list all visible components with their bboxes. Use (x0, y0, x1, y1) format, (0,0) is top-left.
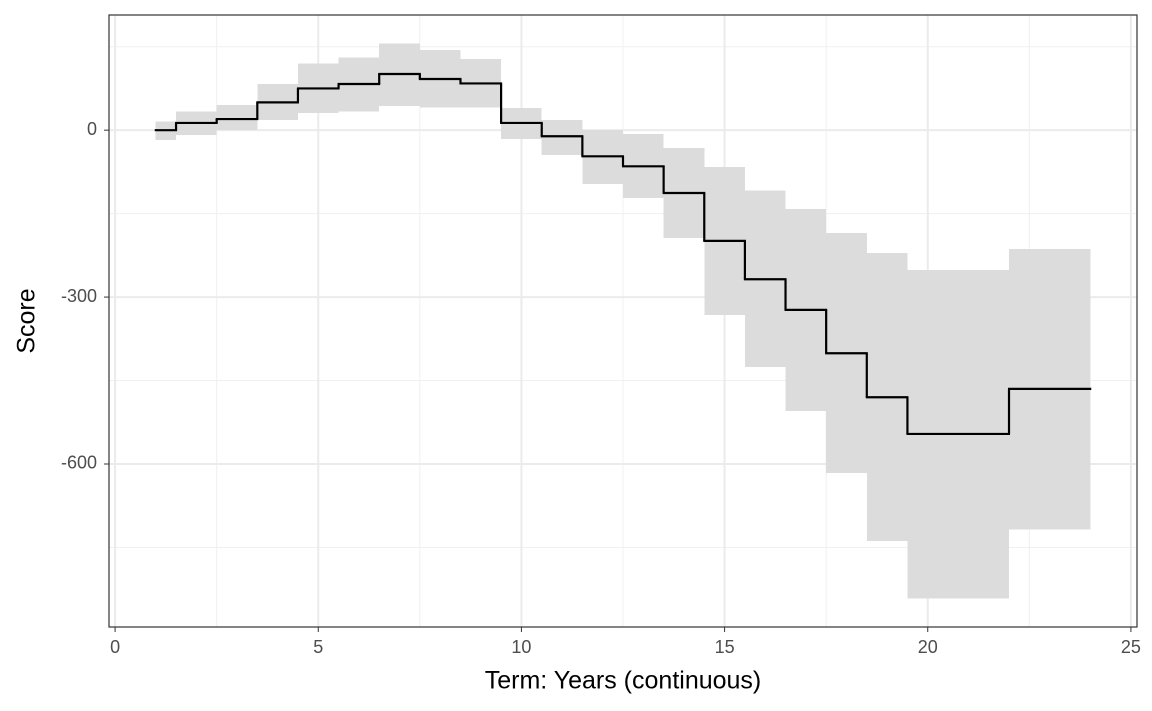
y-tick-label: -300 (61, 286, 97, 306)
x-tick-label: 20 (918, 637, 938, 657)
x-tick-label: 25 (1121, 637, 1141, 657)
x-tick-label: 10 (511, 637, 531, 657)
confidence-band (216, 105, 258, 131)
y-tick-label: -600 (61, 453, 97, 473)
x-tick-label: 15 (715, 637, 735, 657)
x-tick-label: 5 (313, 637, 323, 657)
x-axis-title: Term: Years (continuous) (485, 667, 762, 695)
x-tick-label: 0 (110, 637, 120, 657)
y-tick-label: 0 (87, 119, 97, 139)
confidence-band (541, 120, 583, 156)
y-axis-title: Score (13, 288, 41, 353)
panel-border (108, 14, 1138, 628)
